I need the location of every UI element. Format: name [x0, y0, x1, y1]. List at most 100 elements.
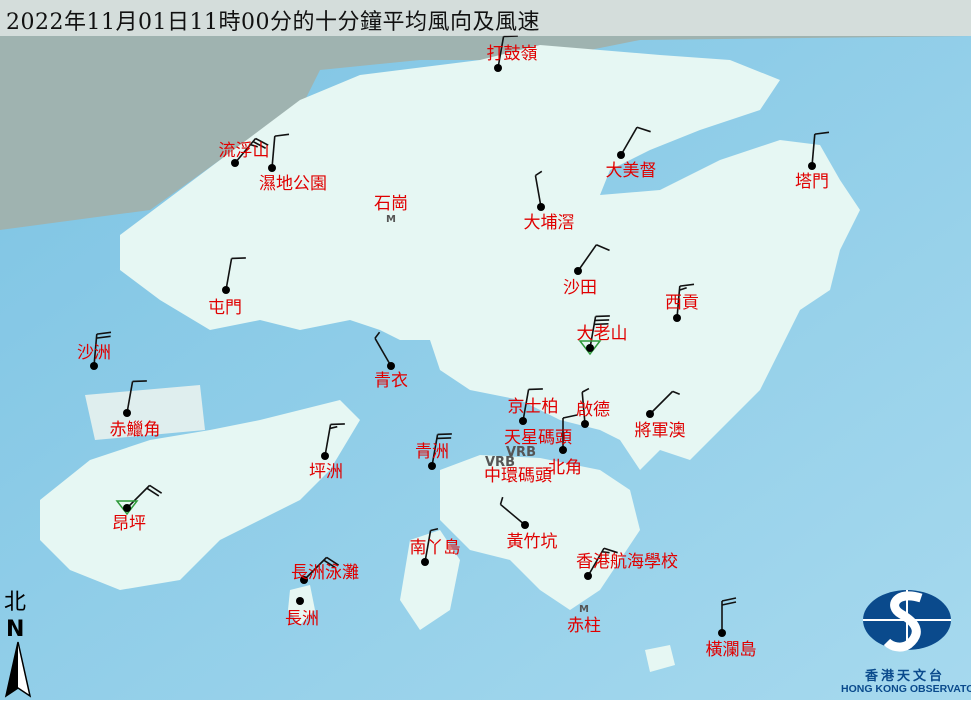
wind-barb-full [503, 35, 518, 38]
wind-barb-staff [93, 334, 98, 367]
wind-barb-full [596, 244, 610, 252]
station-label: 赤鱲角 [110, 420, 161, 440]
station-label: 黃竹坑 [507, 532, 558, 552]
wind-barb-full [326, 556, 340, 566]
wind-barb-staff [676, 286, 681, 319]
station-label: 石崗 [374, 194, 408, 214]
station-label: 北角 [548, 458, 582, 478]
wind-barb-half [374, 331, 381, 339]
wind-barb-half [430, 527, 439, 532]
wind-barb-staff [581, 392, 586, 425]
station-label: 大埔滘 [524, 213, 575, 233]
station-label: 大美督 [606, 161, 657, 181]
north-arrow-icon: N [4, 617, 32, 698]
station-label: 大老山 [577, 324, 628, 344]
wind-barb-full [274, 133, 290, 137]
wind-barb-half [679, 286, 687, 291]
wind-barb-full [721, 601, 737, 606]
wind-barb-staff [424, 530, 432, 563]
wind-barb-staff [234, 137, 257, 164]
wind-barb-staff [271, 136, 276, 169]
station-dot [90, 362, 98, 370]
station-label: 香港航海學校 [576, 552, 678, 572]
station-label: 坪洲 [309, 462, 343, 482]
wind-barb-half [672, 390, 680, 395]
station-dot [673, 314, 681, 322]
waglan-land [645, 645, 675, 672]
wind-barb-full [96, 331, 112, 335]
wind-barb-half [601, 550, 610, 554]
wind-barb-full [562, 414, 578, 419]
wind-barb-full [146, 487, 160, 497]
wind-barb-half [581, 387, 590, 393]
missing-data-marker: M [386, 214, 396, 225]
wind-barb-full [231, 257, 246, 260]
wind-barb-half [499, 496, 504, 505]
wind-barb-staff [589, 316, 597, 349]
station-label: 沙洲 [77, 343, 111, 363]
wind-barb-full [636, 126, 651, 133]
station-dot [581, 420, 589, 428]
station-dot [537, 203, 545, 211]
wind-barb-full [437, 433, 452, 436]
wind-barb-full [255, 137, 269, 146]
wind-barb-full [594, 319, 610, 322]
station-triangle-icon [578, 340, 602, 356]
wind-barb-full [594, 323, 609, 326]
station-dot [521, 521, 529, 529]
wind-barb-staff [577, 244, 598, 272]
station-dot [646, 410, 654, 418]
station-label: 昂坪 [112, 514, 146, 534]
wind-barb-staff [126, 381, 134, 414]
new-territories-land [120, 45, 860, 470]
station-label: 青衣 [374, 371, 408, 391]
cheung-chau-land [288, 585, 315, 625]
wind-barb-full [149, 484, 163, 494]
wind-barb-full [252, 140, 267, 149]
wind-barb-staff [497, 36, 505, 69]
station-label: 天星碼頭 [504, 428, 572, 448]
station-dot [123, 504, 131, 512]
hko-logo [863, 590, 951, 652]
station-dot [321, 452, 329, 460]
station-dot [494, 64, 502, 72]
station-dot [428, 462, 436, 470]
wind-barb-staff [225, 258, 233, 291]
station-dot [268, 164, 276, 172]
station-dot [300, 576, 308, 584]
wind-barb-full [679, 283, 695, 287]
missing-data-marker: M [579, 604, 589, 615]
wind-barb-staff [811, 134, 816, 167]
wind-barb-staff [587, 547, 605, 577]
wind-barb-staff [620, 126, 638, 156]
title-bar [0, 0, 971, 36]
wind-barb-full [814, 131, 830, 135]
station-dot [296, 597, 304, 605]
wind-barb-staff [534, 175, 542, 208]
station-dot [584, 572, 592, 580]
station-dot [519, 417, 527, 425]
shenzhen-land [0, 0, 971, 230]
wind-barb-staff [431, 434, 439, 467]
wind-barb-full [96, 335, 111, 339]
wind-barb-staff [522, 389, 530, 422]
wind-barb-full [528, 388, 543, 391]
wind-barb-staff [374, 337, 392, 367]
wind-barb-half [250, 143, 258, 148]
station-label: 流浮山 [219, 141, 270, 161]
wind-barb-half [329, 425, 338, 430]
north-label: 北 [4, 590, 27, 615]
wind-barb-full [603, 547, 618, 554]
variable-wind-marker: VRB [506, 445, 536, 460]
station-label: 橫瀾島 [706, 640, 757, 660]
logo-chinese: 香港天文台 [865, 669, 946, 684]
wind-barb-staff [303, 556, 328, 581]
station-dot [586, 344, 594, 352]
station-label: 青洲 [415, 442, 449, 462]
station-label: 濕地公園 [259, 174, 327, 194]
station-triangle-icon [115, 500, 139, 516]
wind-barb-staff [649, 390, 674, 415]
station-label: 啟德 [576, 400, 610, 420]
lamma-land [400, 530, 460, 630]
